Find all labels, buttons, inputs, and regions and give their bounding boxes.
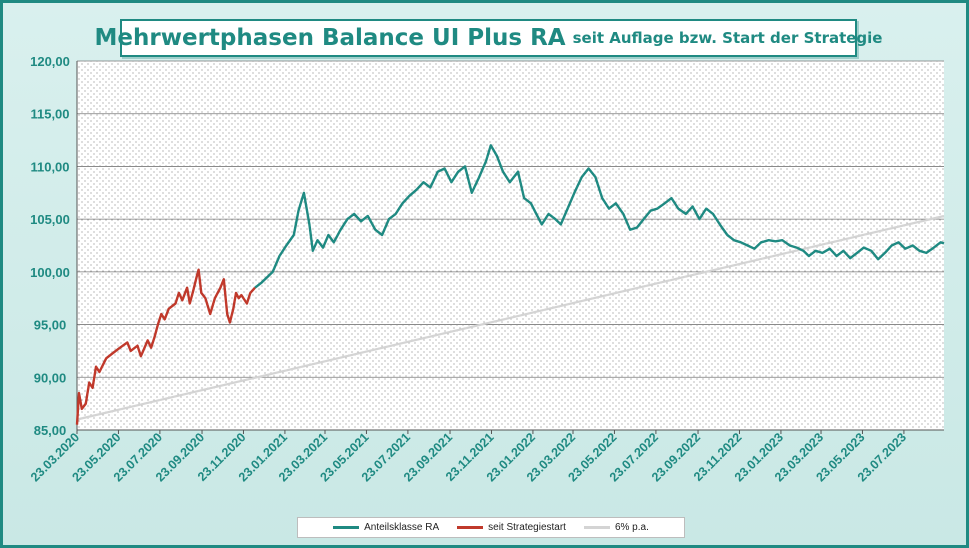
y-tick-label: 105,00 (30, 212, 70, 227)
x-axis-ticks: 23.03.202023.05.202023.07.202023.09.2020… (28, 430, 909, 484)
y-tick-label: 100,00 (30, 265, 70, 280)
y-axis-ticks: 85,00 90,00 95,00 100,00 105,00 110,00 115,00 1… (30, 54, 70, 438)
legend-label-strategy: seit Strategiestart (488, 522, 566, 533)
legend-swatch-trend (583, 526, 610, 529)
y-tick-label: 95,00 (34, 318, 67, 333)
y-tick-label: 115,00 (30, 107, 69, 122)
legend: Anteilsklasse RA seit Strategiestart 6% … (297, 517, 685, 538)
series-line-strategiestart (75, 268, 256, 425)
y-tick-label: 110,00 (30, 159, 69, 174)
legend-label-ra: Anteilsklasse RA (364, 522, 440, 533)
gridlines (76, 60, 944, 431)
y-tick-label: 90,00 (34, 370, 67, 385)
plot-area (77, 61, 944, 430)
chart-title-sub: seit Auflage bzw. Start der Strategie (572, 29, 883, 47)
plot-dot-pattern (77, 61, 944, 430)
series-line-anteilsklasse-ra (254, 144, 945, 289)
legend-label-trend: 6% p.a. (614, 522, 649, 533)
legend-item-trend: 6% p.a. (583, 522, 649, 533)
legend-item-strategy: seit Strategiestart (457, 522, 566, 533)
legend-item-ra: Anteilsklasse RA (333, 522, 439, 533)
series-lines (75, 144, 945, 425)
chart-title-main: Mehrwertphasen Balance UI Plus RA (94, 25, 566, 51)
chart-title: Mehrwertphasen Balance UI Plus RA seit A… (95, 19, 882, 57)
y-tick-label: 120,00 (30, 54, 70, 69)
y-tick-label: 85,00 (34, 423, 67, 438)
legend-swatch-strategy (457, 526, 484, 529)
legend-swatch-ra (333, 526, 360, 529)
